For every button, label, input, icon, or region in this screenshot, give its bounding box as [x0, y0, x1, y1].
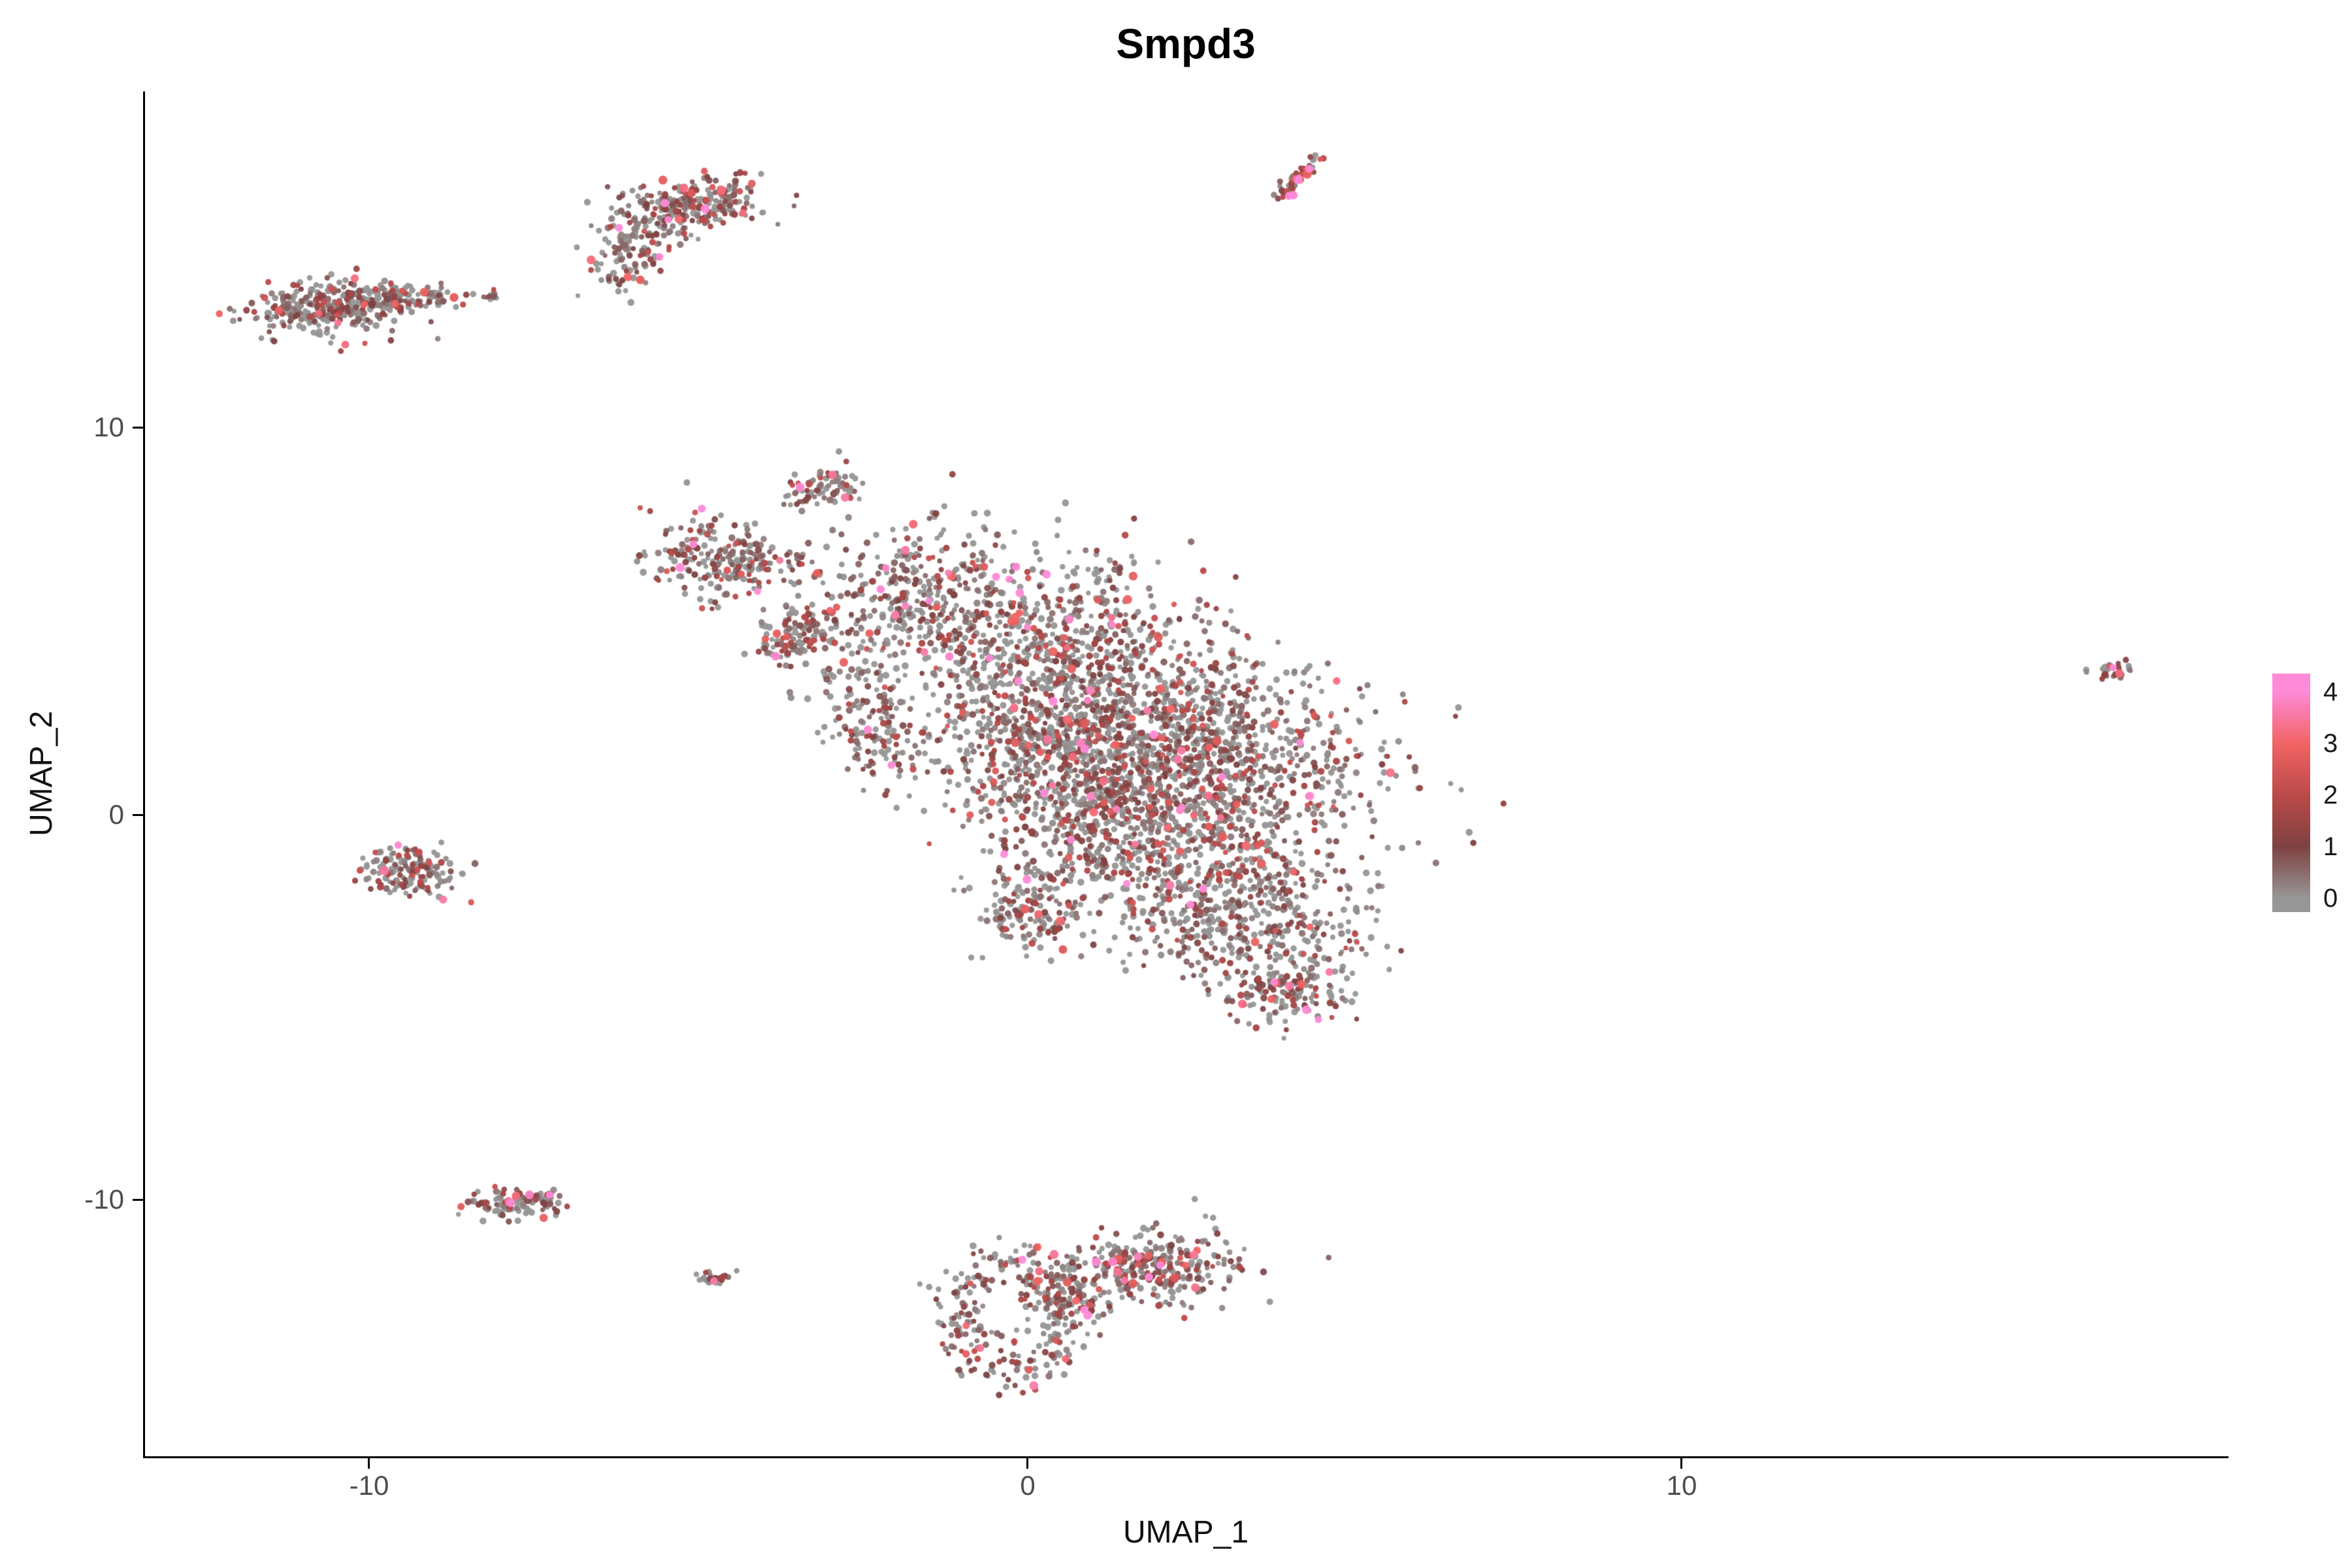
- y-tick-label: 0: [108, 799, 124, 830]
- colorbar-gradient: [2272, 674, 2310, 912]
- x-tick-label: -10: [349, 1470, 389, 1501]
- x-axis-title: UMAP_1: [1122, 1515, 1249, 1550]
- y-axis-title: UMAP_2: [24, 710, 59, 837]
- x-tick-label: 0: [1020, 1470, 1036, 1501]
- y-tick-label: 10: [93, 412, 124, 442]
- colorbar-legend: [2267, 666, 2352, 921]
- x-tick-0: [1026, 1458, 1028, 1469]
- x-axis-line: [143, 1456, 2229, 1458]
- y-tick-10: [133, 427, 143, 429]
- y-tick-0: [133, 814, 143, 816]
- y-tick-label: -10: [84, 1184, 124, 1215]
- x-tick-label: 10: [1666, 1470, 1697, 1501]
- y-tick-minus10: [133, 1199, 143, 1201]
- x-tick-10: [1680, 1458, 1682, 1469]
- plot-title: Smpd3: [1116, 20, 1256, 67]
- y-axis-line: [143, 91, 145, 1458]
- x-tick-minus10: [368, 1458, 370, 1469]
